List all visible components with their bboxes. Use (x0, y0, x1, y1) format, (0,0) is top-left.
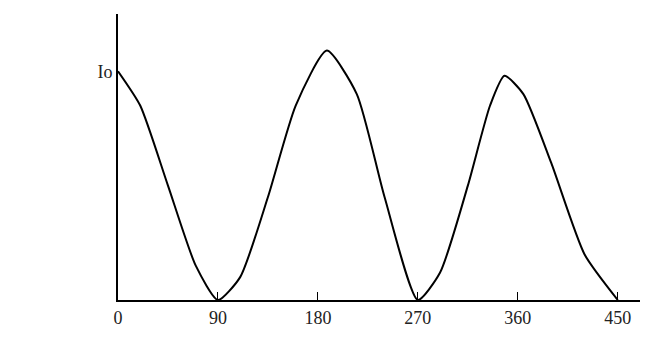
svg-text:270: 270 (404, 308, 431, 328)
svg-text:180: 180 (304, 308, 331, 328)
svg-text:450: 450 (604, 308, 631, 328)
svg-text:90: 90 (209, 308, 227, 328)
svg-text:Io: Io (97, 61, 112, 81)
svg-text:0: 0 (114, 308, 123, 328)
svg-text:360: 360 (504, 308, 531, 328)
